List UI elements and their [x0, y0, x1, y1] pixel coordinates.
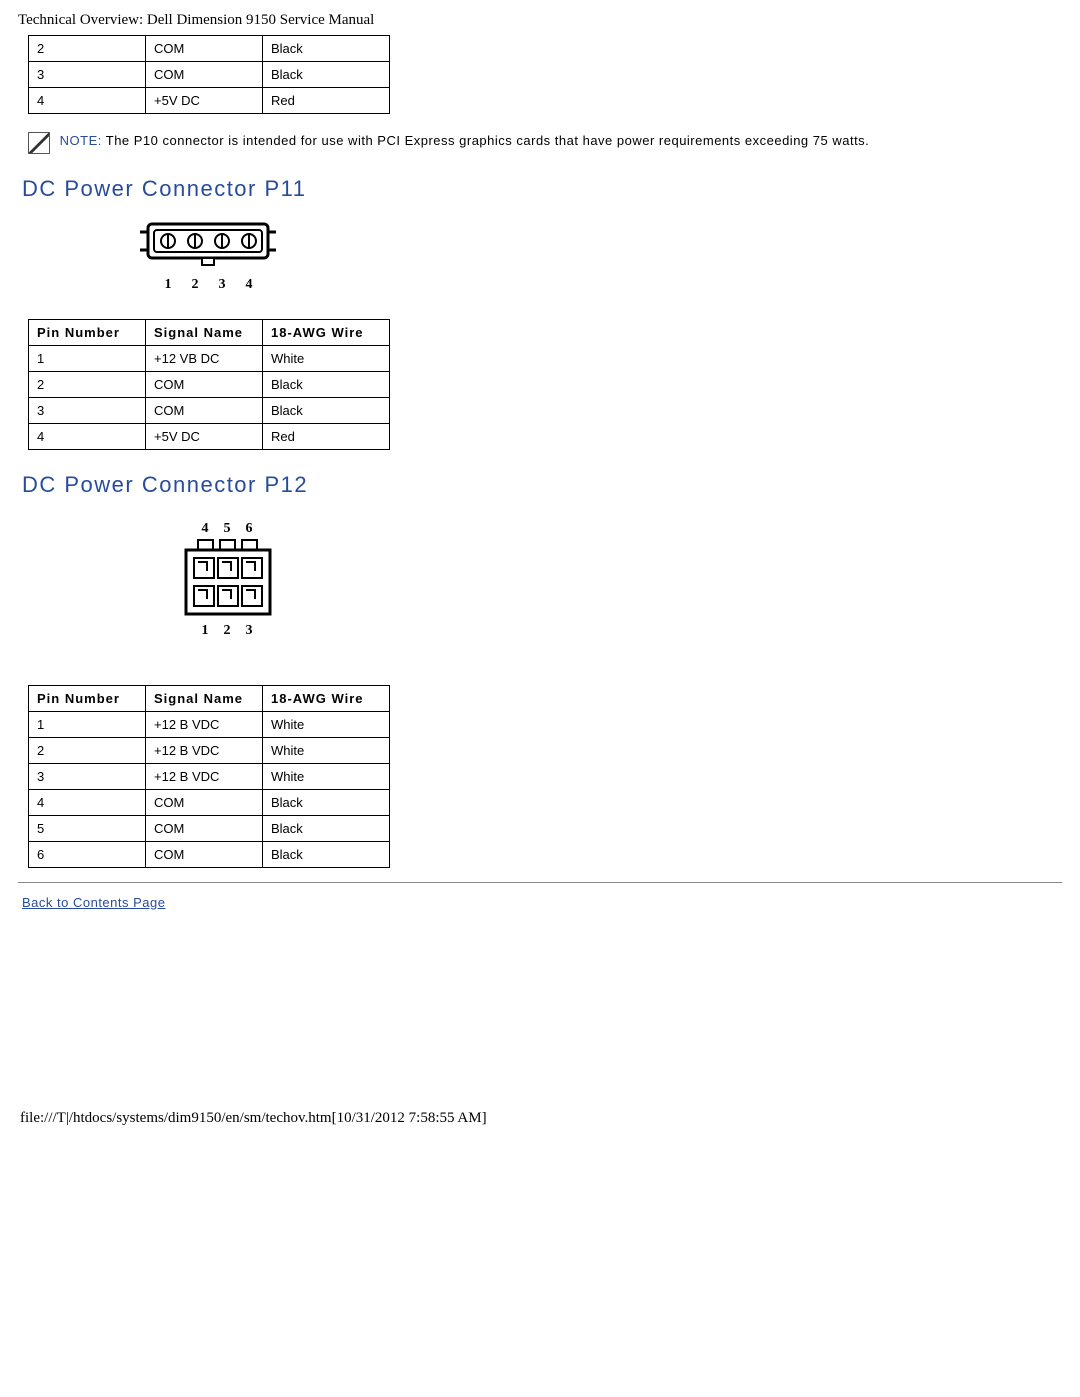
table-row: 3COMBlack: [29, 398, 390, 424]
table-cell: COM: [146, 790, 263, 816]
svg-text:3: 3: [246, 623, 253, 638]
svg-text:5: 5: [224, 521, 231, 536]
table-cell: 2: [29, 372, 146, 398]
table-cell: Red: [263, 424, 390, 450]
p11-connector-diagram: 1 2 3 4: [138, 218, 1062, 301]
table-cell: +12 B VDC: [146, 712, 263, 738]
p11-heading: DC Power Connector P11: [22, 176, 1062, 202]
svg-text:4: 4: [202, 521, 209, 536]
table-cell: COM: [146, 842, 263, 868]
svg-text:3: 3: [219, 277, 226, 292]
table-cell: 5: [29, 816, 146, 842]
table-cell: White: [263, 712, 390, 738]
table-cell: +5V DC: [146, 88, 263, 114]
column-header: Pin Number: [29, 320, 146, 346]
table-cell: Black: [263, 36, 390, 62]
note-body: The P10 connector is intended for use wi…: [106, 133, 870, 148]
table-cell: White: [263, 764, 390, 790]
table-cell: +5V DC: [146, 424, 263, 450]
table-row: 4COMBlack: [29, 790, 390, 816]
footer-file-path: file:///T|/htdocs/systems/dim9150/en/sm/…: [20, 1110, 1062, 1127]
note-icon: [28, 132, 50, 154]
note-text: NOTE: The P10 connector is intended for …: [60, 132, 1020, 150]
column-header: 18-AWG Wire: [263, 686, 390, 712]
table-cell: COM: [146, 398, 263, 424]
svg-text:6: 6: [246, 521, 253, 536]
svg-text:2: 2: [224, 623, 231, 638]
table-cell: White: [263, 346, 390, 372]
page-title: Technical Overview: Dell Dimension 9150 …: [18, 12, 1062, 29]
table-row: 2COMBlack: [29, 372, 390, 398]
table-cell: COM: [146, 36, 263, 62]
column-header: Pin Number: [29, 686, 146, 712]
table-row: 2COMBlack: [29, 36, 390, 62]
table-row: 2+12 B VDCWhite: [29, 738, 390, 764]
table-cell: 1: [29, 712, 146, 738]
table-cell: 1: [29, 346, 146, 372]
table-row: 3+12 B VDCWhite: [29, 764, 390, 790]
svg-text:4: 4: [246, 277, 253, 292]
table-cell: +12 VB DC: [146, 346, 263, 372]
table-cell: Black: [263, 62, 390, 88]
table-cell: 2: [29, 738, 146, 764]
table-cell: 2: [29, 36, 146, 62]
table-cell: COM: [146, 372, 263, 398]
table-cell: Red: [263, 88, 390, 114]
table-row: 4+5V DCRed: [29, 424, 390, 450]
svg-text:2: 2: [192, 277, 199, 292]
table-cell: +12 B VDC: [146, 738, 263, 764]
table-cell: Black: [263, 790, 390, 816]
table-cell: COM: [146, 62, 263, 88]
p12-heading: DC Power Connector P12: [22, 472, 1062, 498]
table-row: 3COMBlack: [29, 62, 390, 88]
table-cell: COM: [146, 816, 263, 842]
table-cell: 4: [29, 88, 146, 114]
column-header: Signal Name: [146, 320, 263, 346]
table-cell: White: [263, 738, 390, 764]
table-row: 1+12 VB DCWhite: [29, 346, 390, 372]
p12-pin-table: Pin NumberSignal Name18-AWG Wire 1+12 B …: [28, 685, 390, 868]
divider: [18, 882, 1062, 883]
table-row: 6COMBlack: [29, 842, 390, 868]
svg-text:1: 1: [202, 623, 209, 638]
note-block: NOTE: The P10 connector is intended for …: [28, 132, 1062, 154]
table-cell: 6: [29, 842, 146, 868]
table-cell: 3: [29, 398, 146, 424]
table-cell: Black: [263, 842, 390, 868]
back-to-contents-link[interactable]: Back to Contents Page: [22, 895, 165, 910]
table-cell: 4: [29, 790, 146, 816]
p12-connector-diagram: 456: [168, 514, 1062, 667]
table-cell: 3: [29, 764, 146, 790]
table-cell: 3: [29, 62, 146, 88]
table-row: 1+12 B VDCWhite: [29, 712, 390, 738]
table-cell: 4: [29, 424, 146, 450]
table-cell: Black: [263, 372, 390, 398]
p10-pin-table-partial: 2COMBlack3COMBlack4+5V DCRed: [28, 35, 390, 114]
table-cell: Black: [263, 816, 390, 842]
table-row: 4+5V DCRed: [29, 88, 390, 114]
table-cell: +12 B VDC: [146, 764, 263, 790]
svg-text:1: 1: [165, 277, 172, 292]
note-label: NOTE:: [60, 133, 102, 148]
p11-pin-table: Pin NumberSignal Name18-AWG Wire 1+12 VB…: [28, 319, 390, 450]
table-cell: Black: [263, 398, 390, 424]
column-header: 18-AWG Wire: [263, 320, 390, 346]
column-header: Signal Name: [146, 686, 263, 712]
table-row: 5COMBlack: [29, 816, 390, 842]
